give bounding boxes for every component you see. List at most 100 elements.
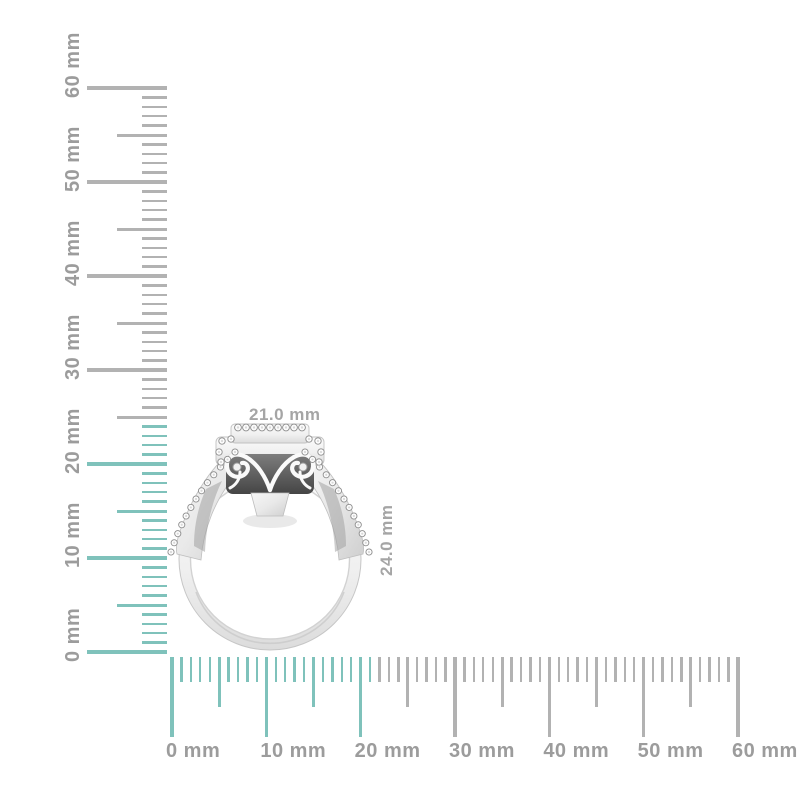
h-ruler-tick-50mm bbox=[641, 657, 646, 737]
h-ruler-tick-26mm bbox=[416, 657, 419, 682]
h-ruler-tick-35mm bbox=[500, 657, 504, 707]
h-ruler-tick-17mm bbox=[331, 657, 334, 682]
h-ruler-tick-27mm bbox=[425, 657, 428, 682]
h-ruler-tick-16mm bbox=[321, 657, 325, 682]
h-ruler-tick-53mm bbox=[670, 657, 674, 682]
v-ruler-tick-3mm bbox=[142, 622, 167, 625]
v-ruler-tick-60mm bbox=[87, 86, 167, 90]
h-ruler-tick-60mm bbox=[736, 657, 740, 737]
v-ruler-tick-43mm bbox=[142, 246, 167, 249]
v-ruler-tick-47mm bbox=[142, 209, 167, 212]
h-ruler-tick-41mm bbox=[557, 657, 560, 682]
h-ruler-tick-40mm bbox=[547, 657, 552, 737]
h-ruler-tick-34mm bbox=[491, 657, 494, 682]
h-ruler-tick-36mm bbox=[510, 657, 513, 682]
v-ruler-tick-9mm bbox=[142, 566, 167, 569]
ring-image bbox=[167, 423, 373, 651]
h-ruler-tick-59mm bbox=[727, 657, 730, 682]
v-ruler-tick-15mm bbox=[117, 509, 167, 513]
v-ruler-tick-13mm bbox=[142, 528, 167, 531]
h-ruler-tick-25mm bbox=[406, 657, 410, 707]
v-ruler-tick-26mm bbox=[142, 406, 167, 409]
v-ruler-label-50mm: 50 mm bbox=[62, 126, 84, 192]
h-ruler-tick-8mm bbox=[246, 657, 249, 682]
v-ruler-tick-4mm bbox=[142, 613, 167, 616]
v-ruler-tick-2mm bbox=[142, 632, 167, 635]
h-ruler-tick-0mm bbox=[170, 657, 174, 737]
v-ruler-tick-40mm bbox=[87, 274, 167, 278]
v-ruler-tick-0mm bbox=[87, 650, 167, 654]
ring-shoulders bbox=[175, 449, 365, 561]
h-ruler-tick-57mm bbox=[708, 657, 711, 682]
v-ruler-tick-58mm bbox=[142, 105, 167, 108]
h-ruler-tick-58mm bbox=[717, 657, 721, 682]
h-ruler-tick-33mm bbox=[482, 657, 485, 682]
pave-stones bbox=[167, 423, 373, 556]
v-ruler-tick-41mm bbox=[142, 265, 167, 268]
h-ruler-label-30mm: 30 mm bbox=[448, 740, 515, 762]
v-ruler-label-30mm: 30 mm bbox=[62, 314, 84, 380]
h-ruler-tick-10mm bbox=[264, 657, 269, 737]
h-ruler-label-0mm: 0 mm bbox=[166, 740, 221, 762]
v-ruler-tick-29mm bbox=[142, 378, 167, 381]
h-ruler-tick-22mm bbox=[378, 657, 381, 682]
h-ruler-tick-43mm bbox=[576, 657, 579, 682]
h-ruler-tick-42mm bbox=[566, 657, 570, 682]
h-ruler-label-10mm: 10 mm bbox=[260, 740, 327, 762]
h-ruler-label-50mm: 50 mm bbox=[637, 740, 704, 762]
v-ruler-tick-1mm bbox=[142, 641, 167, 644]
ring-pedestal bbox=[250, 492, 290, 517]
v-ruler-tick-17mm bbox=[142, 491, 167, 494]
v-ruler-tick-11mm bbox=[142, 547, 167, 550]
h-ruler-tick-12mm bbox=[283, 657, 287, 682]
h-ruler-tick-54mm bbox=[680, 657, 683, 682]
h-ruler-tick-13mm bbox=[293, 657, 296, 682]
h-ruler-tick-9mm bbox=[255, 657, 259, 682]
v-ruler-tick-52mm bbox=[142, 162, 167, 165]
v-ruler-tick-30mm bbox=[87, 368, 167, 372]
h-ruler-tick-15mm bbox=[311, 657, 315, 707]
h-ruler-tick-51mm bbox=[651, 657, 655, 682]
h-ruler-tick-5mm bbox=[217, 657, 221, 707]
v-ruler-tick-33mm bbox=[142, 340, 167, 343]
h-ruler-tick-55mm bbox=[689, 657, 693, 707]
v-ruler-tick-54mm bbox=[142, 143, 167, 146]
h-ruler-tick-48mm bbox=[623, 657, 626, 682]
v-ruler-tick-45mm bbox=[117, 227, 167, 231]
v-ruler-tick-50mm bbox=[87, 180, 167, 184]
h-ruler-tick-1mm bbox=[180, 657, 183, 682]
ring-filigree bbox=[224, 452, 316, 493]
h-ruler-tick-39mm bbox=[538, 657, 542, 682]
h-ruler-tick-47mm bbox=[614, 657, 617, 682]
h-ruler-tick-56mm bbox=[699, 657, 702, 682]
v-ruler-tick-6mm bbox=[142, 594, 167, 597]
h-ruler-tick-20mm bbox=[358, 657, 363, 737]
h-ruler-tick-23mm bbox=[387, 657, 391, 682]
v-ruler-tick-22mm bbox=[142, 444, 167, 447]
v-ruler-tick-53mm bbox=[142, 152, 167, 155]
v-ruler-label-10mm: 10 mm bbox=[62, 502, 84, 568]
v-ruler-tick-10mm bbox=[87, 556, 167, 560]
h-ruler-tick-45mm bbox=[594, 657, 598, 707]
h-ruler-tick-38mm bbox=[529, 657, 532, 682]
v-ruler-tick-42mm bbox=[142, 256, 167, 259]
v-ruler-tick-44mm bbox=[142, 237, 167, 240]
h-ruler-tick-6mm bbox=[227, 657, 230, 682]
v-ruler-tick-24mm bbox=[142, 425, 167, 428]
ring-band bbox=[178, 467, 362, 651]
v-ruler-tick-34mm bbox=[142, 331, 167, 334]
v-ruler-tick-5mm bbox=[117, 603, 167, 607]
h-ruler-tick-2mm bbox=[189, 657, 193, 682]
h-ruler-tick-30mm bbox=[453, 657, 457, 737]
v-ruler-tick-39mm bbox=[142, 284, 167, 287]
h-ruler-tick-18mm bbox=[340, 657, 343, 682]
h-ruler-tick-7mm bbox=[236, 657, 240, 682]
v-ruler-label-0mm: 0 mm bbox=[62, 607, 84, 662]
v-ruler-tick-49mm bbox=[142, 190, 167, 193]
v-ruler-tick-8mm bbox=[142, 575, 167, 578]
v-ruler-label-40mm: 40 mm bbox=[62, 220, 84, 286]
v-ruler-tick-14mm bbox=[142, 519, 167, 522]
h-ruler-tick-29mm bbox=[444, 657, 447, 682]
v-ruler-tick-37mm bbox=[142, 303, 167, 306]
